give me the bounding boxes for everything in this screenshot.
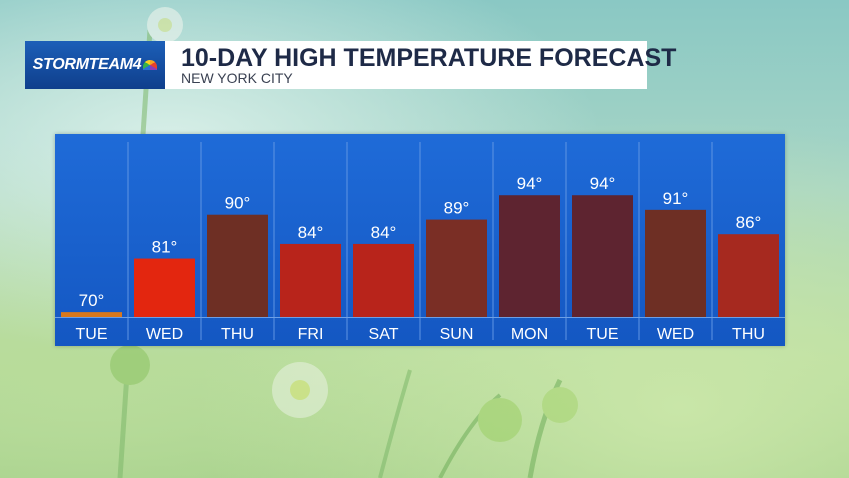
day-label: FRI <box>298 326 324 343</box>
day-label: THU <box>221 326 254 343</box>
bar-thu-2 <box>207 214 268 317</box>
value-label: 89° <box>444 199 470 218</box>
brand-label: STORMTEAM4 <box>32 56 142 73</box>
bar-tue-7 <box>572 195 633 317</box>
bar-wed-1 <box>134 258 195 317</box>
value-label: 90° <box>225 194 251 213</box>
day-label: WED <box>146 326 183 343</box>
day-label: SUN <box>440 326 474 343</box>
bar-fri-3 <box>280 243 341 317</box>
value-label: 70° <box>79 291 105 310</box>
bar-mon-6 <box>499 195 560 317</box>
station-logo: STORMTEAM4 <box>25 41 165 89</box>
chart-panel: 70° TUE 81° WED 90° THU 84° FRI 84° SAT 89° SUN 94° M… <box>55 134 785 346</box>
chart-subtitle: NEW YORK CITY <box>181 70 293 86</box>
graphic-header: STORMTEAM4 10-DAY HIGH TEMPERATURE FOREC… <box>25 41 676 89</box>
value-label: 84° <box>371 223 397 242</box>
day-label: TUE <box>76 326 108 343</box>
bar-sun-5 <box>426 219 487 317</box>
bar-thu-9 <box>718 234 779 317</box>
day-label: WED <box>657 326 694 343</box>
value-label: 84° <box>298 223 324 242</box>
title-box: 10-DAY HIGH TEMPERATURE FORECAST NEW YOR… <box>165 41 676 89</box>
peacock-icon <box>143 60 158 70</box>
day-label: SAT <box>369 326 399 343</box>
value-label: 81° <box>152 238 178 257</box>
value-label: 94° <box>590 174 616 193</box>
bar-chart: 70° TUE 81° WED 90° THU 84° FRI 84° SAT 89° SUN 94° M… <box>55 142 785 343</box>
bar-wed-8 <box>645 209 706 317</box>
chart-title: 10-DAY HIGH TEMPERATURE FORECAST <box>181 44 677 72</box>
value-label: 86° <box>736 213 762 232</box>
bar-sat-4 <box>353 243 414 317</box>
value-label: 94° <box>517 174 543 193</box>
day-label: THU <box>732 326 765 343</box>
day-label: TUE <box>587 326 619 343</box>
value-label: 91° <box>663 189 689 208</box>
bar-tue-0 <box>61 312 122 317</box>
day-label: MON <box>511 326 548 343</box>
